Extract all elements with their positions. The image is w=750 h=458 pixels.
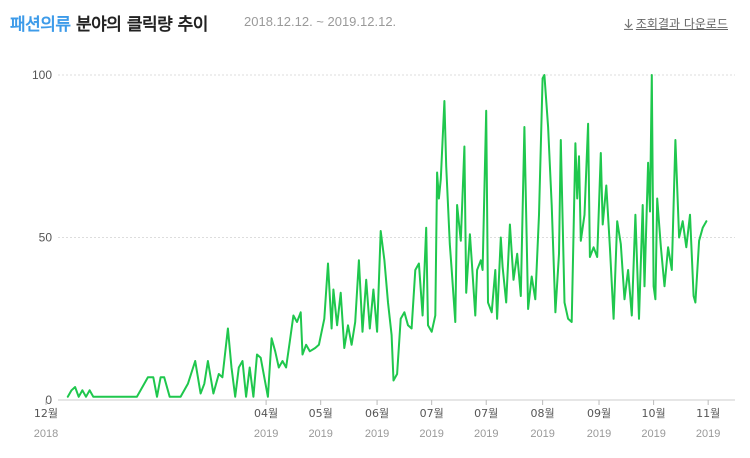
download-icon (623, 19, 633, 30)
y-tick-label: 50 (39, 231, 53, 245)
title-text: 분야의 클릭량 추이 (75, 15, 208, 35)
x-tick-month: 08월 (531, 407, 555, 420)
x-tick-month: 11월 (696, 407, 720, 420)
download-button[interactable]: 조회결과 다운로드 (623, 15, 728, 32)
x-tick-month: 07월 (474, 407, 498, 420)
date-range: 2018.12.12. ~ 2019.12.12. (244, 14, 397, 29)
series-line-clicks (66, 74, 708, 398)
x-tick-year: 2019 (696, 428, 720, 440)
y-axis: 0 50 100 (32, 68, 52, 407)
x-tick-year: 2018 (34, 428, 58, 440)
x-tick-month: 12월 (34, 407, 58, 420)
category-name: 패션의류 (10, 15, 71, 35)
x-tick-month: 09월 (587, 407, 611, 420)
x-axis: 12월 2018 04월 2019 05월 2019 06월 2019 07월 2019 07월 20… (34, 400, 720, 440)
y-tick-label: 0 (45, 393, 52, 407)
x-tick-month: 07월 (420, 407, 444, 420)
x-tick-month: 05월 (309, 407, 333, 420)
download-label: 조회결과 다운로드 (635, 17, 728, 31)
chart-header: 패션의류 분야의 클릭량 추이 2018.12.12. ~ 2019.12.12… (10, 10, 740, 40)
x-tick-year: 2019 (365, 428, 389, 440)
grid-lines (58, 74, 735, 401)
y-tick-label: 100 (32, 68, 52, 82)
x-tick-month: 10월 (642, 407, 666, 420)
x-tick-year: 2019 (587, 428, 611, 440)
x-tick-year: 2019 (641, 428, 665, 440)
x-tick-month: 06월 (365, 407, 389, 420)
chart-title: 패션의류 분야의 클릭량 추이 (10, 10, 208, 35)
x-tick-year: 2019 (530, 428, 554, 440)
x-tick-year: 2019 (419, 428, 443, 440)
x-tick-month: 04월 (254, 407, 278, 420)
x-tick-year: 2019 (254, 428, 278, 440)
x-tick-year: 2019 (308, 428, 332, 440)
x-tick-year: 2019 (474, 428, 498, 440)
